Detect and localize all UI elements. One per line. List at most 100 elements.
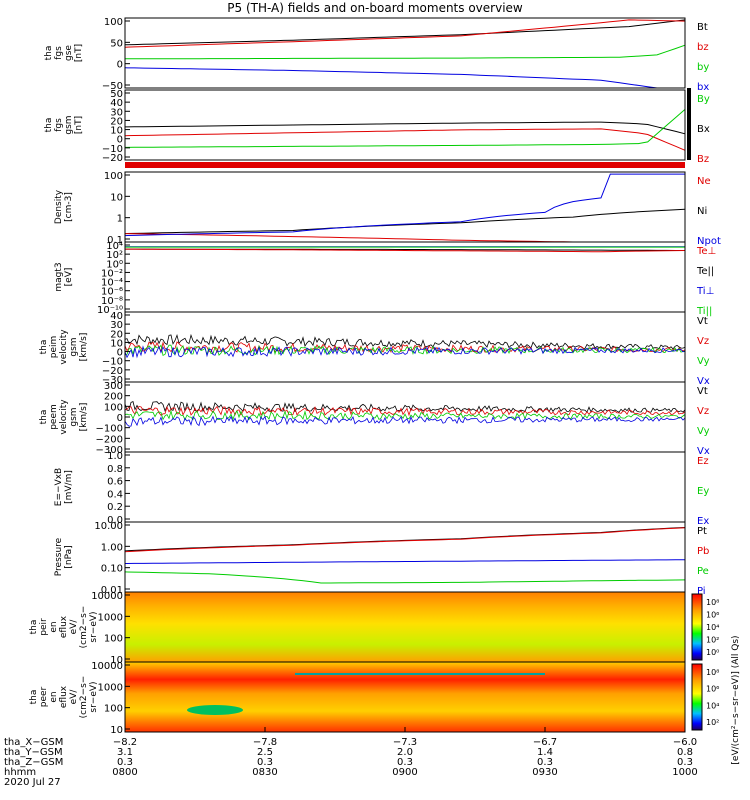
series-peem-vel-3	[124, 415, 686, 427]
ytick-label: 10	[110, 725, 123, 736]
legend-magt3: Te⊥	[696, 246, 716, 257]
ytick-label: 10	[110, 192, 123, 203]
panel-frame-peem-vel	[124, 381, 686, 453]
ytick-label: 10⁻⁴	[101, 278, 123, 289]
ylabel-line: tha	[39, 340, 49, 355]
panel-frame-magt3	[124, 241, 686, 313]
panel-frame-fgs-gse	[124, 17, 686, 89]
xtick-label: 0.3	[117, 757, 133, 768]
ylabel-line: gsm	[69, 407, 79, 426]
ylabel-line: tha	[44, 46, 54, 61]
ytick-label: −20	[102, 366, 123, 377]
ylabel-line: gsm	[69, 337, 79, 356]
ytick-label: 50	[110, 89, 123, 100]
spectrogram-low-flux-patch	[187, 705, 243, 715]
ylabel-line: (cm2−s−	[79, 606, 89, 649]
spectrogram-peer-spec	[125, 662, 685, 732]
legend-peim-vel: Vt	[697, 316, 708, 327]
ylabel-line: gse	[64, 45, 74, 61]
ylabel-line: fgs	[54, 118, 64, 132]
legend-peem-vel: Vt	[697, 386, 708, 397]
colorbar-tick: 10²	[706, 718, 719, 727]
xtick-label: 0830	[252, 767, 277, 778]
ylabel-line: (cm2−s−	[79, 676, 89, 719]
ytick-label: 0	[117, 60, 123, 71]
xtick-label: 0.3	[397, 757, 413, 768]
legend-efield: Ey	[697, 486, 709, 497]
legend-density: Ne	[697, 176, 711, 187]
xtick-label: −8.2	[113, 737, 137, 748]
series-pressure-3	[124, 571, 686, 584]
chart-title: P5 (TH-A) fields and on-board moments ov…	[227, 1, 523, 15]
ytick-label: −300	[96, 445, 123, 456]
ytick-label: 10000	[91, 591, 123, 602]
legend-fgs-gse: bz	[697, 42, 709, 53]
ytick-label: 100	[104, 171, 123, 182]
legend-peim-vel: Vy	[697, 356, 710, 367]
legend-peem-vel: Vz	[697, 406, 709, 417]
ylabel-line: en	[49, 621, 59, 632]
ytick-label: 0.8	[107, 464, 123, 475]
ylabel-line: eflux	[59, 615, 69, 638]
colorbar-tick: 10⁶	[706, 685, 719, 694]
ytick-label: 0.4	[107, 489, 123, 500]
colorbar-tick: 10⁶	[706, 611, 719, 620]
ytick-label: 10²	[106, 250, 123, 261]
legend-fgs-gse: bx	[697, 82, 709, 93]
ylabel-line: [km/s]	[79, 403, 89, 432]
ylabel-line: Pressure	[54, 537, 64, 576]
series-pressure-1	[124, 527, 686, 553]
ylabel-line: en	[49, 691, 59, 702]
colorbar-tick: 10⁴	[706, 701, 719, 710]
xaxis-row-label: tha_Z−GSM	[4, 757, 63, 768]
ytick-label: 100	[104, 17, 123, 28]
legend-peim-vel: Vz	[697, 336, 709, 347]
legend-fgs-gsm: By	[697, 94, 710, 105]
ylabel-line: Density	[54, 189, 64, 224]
ylabel-line: tha	[44, 118, 54, 133]
series-fgs-gse-2	[125, 44, 686, 60]
xtick-label: 0.3	[257, 757, 273, 768]
ylabel-line: E=−VxB	[54, 468, 64, 506]
ytick-label: 30	[110, 107, 123, 118]
ytick-label: 10	[110, 655, 123, 666]
ylabel-line: tha	[39, 410, 49, 425]
panel-efield: 1.0 0.8 0.60.4 0.2 0.0 E=−VxB [mV/m] Ez Ey Ex	[54, 451, 709, 527]
ytick-label: 200	[104, 392, 123, 403]
ytick-label: 10	[110, 126, 123, 137]
legend-peem-vel: Vx	[697, 446, 710, 457]
ytick-label: 0.6	[107, 477, 123, 488]
ylabel-line: [nT]	[74, 116, 84, 134]
xtick-label: 2.0	[397, 747, 413, 758]
ytick-label: 10⁴	[106, 241, 123, 252]
ylabel-line: [eV]	[64, 268, 74, 287]
xtick-label: 3.1	[117, 747, 133, 758]
ytick-label: −10	[102, 357, 123, 368]
colorbar	[691, 593, 703, 661]
ylabel-line: sr−eV)	[89, 611, 99, 642]
ylabel-line: gsm	[64, 115, 74, 134]
ylabel-line: velocity	[59, 399, 69, 435]
ylabel-line: [nPa]	[64, 545, 74, 568]
panel-frame-efield	[124, 451, 686, 523]
ylabel-line: tha	[29, 690, 39, 705]
xtick-label: 2.5	[257, 747, 273, 758]
ylabel-line: [nT]	[74, 44, 84, 62]
series-density-0	[124, 208, 686, 235]
xtick-label: 0800	[112, 767, 137, 778]
ytick-label: −50	[102, 81, 123, 92]
xaxis-row-label: hhmm	[4, 767, 36, 778]
xtick-label: 0930	[532, 767, 557, 778]
ytick-label: −200	[96, 434, 123, 445]
ytick-label: 1.00	[101, 542, 123, 553]
series-fgs-gse-3	[124, 67, 685, 89]
panel-peer-spec: 10000 1000 100 10 tha peer en eflux eV/(cm2−s− sr…	[29, 661, 719, 736]
legend-efield: Ez	[697, 456, 709, 467]
ytick-label: 0.2	[107, 502, 123, 513]
ytick-label: 300	[104, 381, 123, 392]
xtick-label: −6.0	[673, 737, 697, 748]
series-fgs-gse-1	[124, 19, 686, 48]
ytick-label: 1000	[98, 682, 123, 693]
colorbar-tick: 10⁴	[706, 623, 719, 632]
